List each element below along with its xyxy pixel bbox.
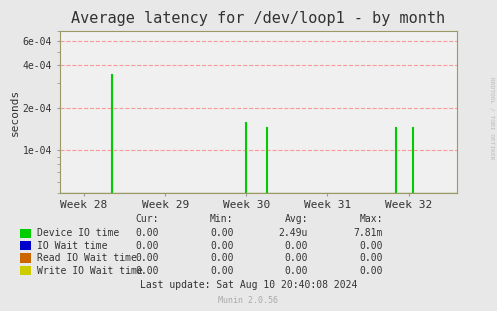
Text: 0.00: 0.00 — [359, 266, 383, 276]
Text: Munin 2.0.56: Munin 2.0.56 — [219, 296, 278, 305]
Text: 0.00: 0.00 — [210, 266, 234, 276]
Text: 0.00: 0.00 — [285, 266, 308, 276]
Text: Read IO Wait time: Read IO Wait time — [37, 253, 137, 263]
Text: 2.49u: 2.49u — [279, 228, 308, 238]
Text: Device IO time: Device IO time — [37, 228, 119, 238]
Text: Write IO Wait time: Write IO Wait time — [37, 266, 143, 276]
Text: Avg:: Avg: — [285, 214, 308, 224]
Text: Cur:: Cur: — [136, 214, 159, 224]
Text: 0.00: 0.00 — [285, 241, 308, 251]
Text: 7.81m: 7.81m — [353, 228, 383, 238]
Y-axis label: seconds: seconds — [10, 88, 20, 136]
Text: 0.00: 0.00 — [136, 253, 159, 263]
Text: Max:: Max: — [359, 214, 383, 224]
Text: 0.00: 0.00 — [359, 241, 383, 251]
Text: 0.00: 0.00 — [210, 228, 234, 238]
Title: Average latency for /dev/loop1 - by month: Average latency for /dev/loop1 - by mont… — [72, 11, 445, 26]
Text: 0.00: 0.00 — [136, 266, 159, 276]
Text: Min:: Min: — [210, 214, 234, 224]
Text: 0.00: 0.00 — [136, 241, 159, 251]
Text: RRDTOOL / TOBI OETIKER: RRDTOOL / TOBI OETIKER — [490, 77, 495, 160]
Text: 0.00: 0.00 — [359, 253, 383, 263]
Text: Last update: Sat Aug 10 20:40:08 2024: Last update: Sat Aug 10 20:40:08 2024 — [140, 280, 357, 290]
Text: IO Wait time: IO Wait time — [37, 241, 108, 251]
Text: 0.00: 0.00 — [210, 253, 234, 263]
Text: 0.00: 0.00 — [285, 253, 308, 263]
Text: 0.00: 0.00 — [136, 228, 159, 238]
Text: 0.00: 0.00 — [210, 241, 234, 251]
